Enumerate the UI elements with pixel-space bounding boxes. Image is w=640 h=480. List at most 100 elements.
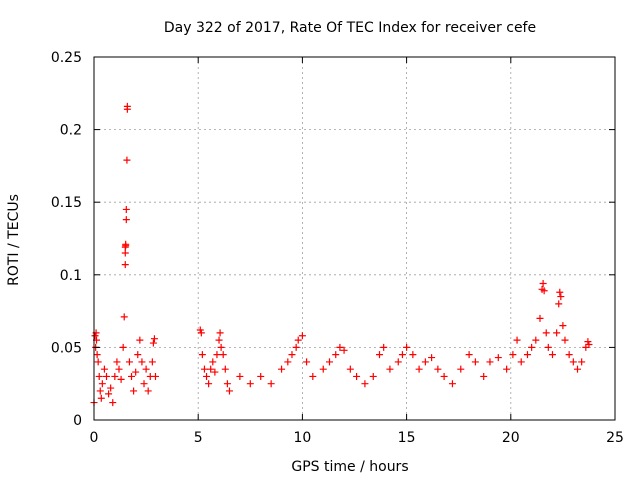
data-point (122, 216, 130, 224)
data-point (223, 380, 231, 388)
marks-layer (90, 102, 593, 407)
data-point (480, 372, 488, 380)
data-point (415, 365, 423, 373)
data-point (457, 365, 465, 373)
data-point (216, 329, 224, 337)
data-point (211, 368, 219, 376)
data-point (544, 343, 552, 351)
data-point (486, 358, 494, 366)
data-point (340, 346, 348, 354)
y-tick-label: 0.15 (51, 195, 82, 211)
data-point (97, 394, 105, 402)
data-point (361, 380, 369, 388)
data-point (532, 336, 540, 344)
data-point (200, 365, 208, 373)
data-point (246, 380, 254, 388)
data-point (325, 358, 333, 366)
data-point (540, 287, 548, 295)
data-point (539, 280, 547, 288)
data-point (96, 387, 104, 395)
data-point (213, 351, 221, 359)
data-point (144, 387, 152, 395)
data-point (203, 372, 211, 380)
x-tick-label: 10 (293, 430, 311, 446)
data-point (555, 300, 563, 308)
data-point (585, 340, 593, 348)
data-point (336, 343, 344, 351)
x-tick-label: 25 (606, 430, 624, 446)
data-point (494, 354, 502, 362)
ticks-layer (93, 56, 616, 421)
data-point (523, 351, 531, 359)
y-tick-label: 0.25 (51, 50, 82, 66)
y-axis-title: ROTI / TECUs (6, 194, 22, 286)
x-tick-labels: 0 5 10 15 20 25 (90, 430, 624, 446)
data-point (122, 240, 130, 248)
data-point (434, 365, 442, 373)
data-point (138, 358, 146, 366)
data-point (142, 365, 150, 373)
data-point (94, 358, 102, 366)
data-point (298, 332, 306, 340)
data-point (440, 372, 448, 380)
data-point (465, 351, 473, 359)
data-point (128, 372, 136, 380)
data-point (221, 365, 229, 373)
x-axis-title: GPS time / hours (291, 459, 408, 475)
data-point (113, 358, 121, 366)
data-point (557, 293, 565, 301)
data-point (569, 358, 577, 366)
data-point (215, 336, 223, 344)
data-point (369, 372, 377, 380)
data-point (140, 380, 148, 388)
data-point (284, 358, 292, 366)
x-tick-label: 15 (398, 430, 416, 446)
data-point (121, 261, 129, 269)
data-point (548, 351, 556, 359)
data-point (130, 387, 138, 395)
data-point (100, 365, 108, 373)
data-point (225, 387, 233, 395)
data-point (115, 365, 123, 373)
data-point (98, 380, 106, 388)
data-point (353, 372, 361, 380)
data-point (394, 358, 402, 366)
data-point (207, 365, 215, 373)
data-point (150, 335, 158, 343)
data-point (309, 372, 317, 380)
data-point (111, 372, 119, 380)
data-point (398, 351, 406, 359)
x-tick-label: 0 (90, 430, 99, 446)
data-point (448, 380, 456, 388)
x-tick-label: 5 (194, 430, 203, 446)
data-point (559, 322, 567, 330)
data-point (428, 354, 436, 362)
y-tick-label: 0 (73, 413, 82, 429)
data-point (123, 102, 131, 110)
data-point (103, 372, 111, 380)
data-point (117, 375, 125, 383)
data-point (421, 358, 429, 366)
data-point (109, 399, 117, 407)
data-point (209, 358, 217, 366)
data-point (303, 358, 311, 366)
data-point (134, 351, 142, 359)
data-point (107, 384, 115, 392)
data-point (149, 339, 157, 347)
y-tick-label: 0.2 (60, 123, 82, 139)
data-point (536, 314, 544, 322)
data-point (105, 390, 113, 398)
data-point (217, 343, 225, 351)
y-tick-label: 0.05 (51, 340, 82, 356)
data-point (119, 343, 127, 351)
data-point (136, 336, 144, 344)
grid-layer (94, 57, 615, 420)
data-point (122, 205, 130, 213)
data-point (513, 336, 521, 344)
x-tick-label: 20 (502, 430, 520, 446)
chart-title: Day 322 of 2017, Rate Of TEC Index for r… (164, 20, 536, 36)
data-point (471, 358, 479, 366)
data-point (95, 372, 103, 380)
data-point (542, 329, 550, 337)
